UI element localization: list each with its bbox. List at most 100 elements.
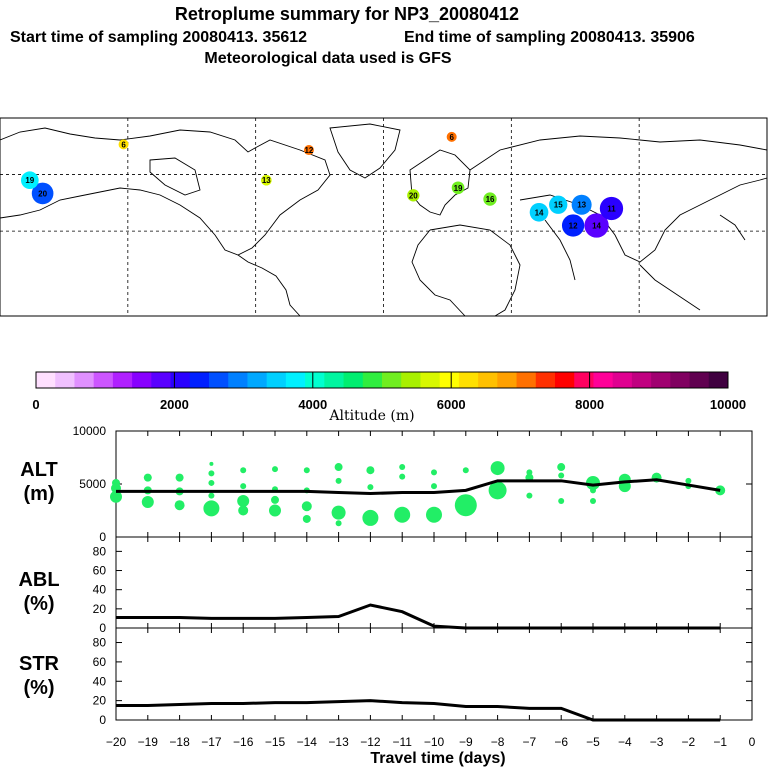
- colorbar-cell: [112, 372, 133, 388]
- colorbar-cell: [36, 372, 56, 388]
- y-tick-label: 0: [99, 621, 106, 635]
- altitude-point: [590, 487, 596, 494]
- altitude-point: [526, 469, 533, 476]
- map-marker-label: 6: [449, 133, 454, 142]
- altitude-point: [208, 470, 215, 477]
- colorbar-cell: [55, 372, 75, 388]
- map-marker-label: 15: [554, 201, 563, 210]
- panel-abl: 80 60 40 20 0: [93, 536, 753, 635]
- y-tick-label: 10000: [73, 424, 107, 438]
- colorbar-cell: [362, 372, 383, 388]
- colorbar-tick-label: 8000: [575, 397, 604, 412]
- x-tick-label: −14: [297, 735, 318, 749]
- world-map: 20 19 6 12 6 13 20 19 16 15 14 13 12 14 11: [0, 117, 768, 317]
- altitude-point: [394, 506, 411, 523]
- x-tick-label: −1: [713, 735, 727, 749]
- y-tick-label: 5000: [79, 477, 106, 491]
- map-marker-label: 14: [592, 221, 601, 230]
- figure-title: Retroplume summary for NP3_20080412: [175, 4, 519, 24]
- altitude-point: [174, 500, 185, 511]
- x-tick-label: −10: [424, 735, 445, 749]
- map-marker-label: 6: [121, 140, 126, 149]
- colorbar-tick-label: 0: [32, 397, 39, 412]
- altitude-point: [269, 504, 281, 517]
- altitude-point: [426, 506, 442, 523]
- colorbar-cell: [228, 372, 248, 388]
- colorbar-cell: [132, 372, 152, 388]
- altitude-point: [237, 494, 250, 507]
- map-marker-label: 19: [25, 176, 34, 185]
- altitude-colorbar: 0 2000 4000 6000 8000 10000 Altitude (m): [32, 371, 746, 424]
- altitude-point: [238, 505, 249, 516]
- panel-frame: [115, 627, 753, 721]
- map-marker-label: 19: [454, 184, 463, 193]
- colorbar-cell: [535, 372, 556, 388]
- map-marker-label: 13: [262, 176, 271, 185]
- map-marker: [483, 192, 497, 206]
- altitude-point: [431, 483, 437, 490]
- map-marker: [451, 181, 465, 195]
- map-marker: [20, 171, 39, 190]
- colorbar-cell: [93, 372, 114, 388]
- altitude-point: [240, 483, 247, 490]
- y-tick-label: 20: [93, 694, 107, 708]
- altitude-point: [143, 473, 152, 482]
- colorbar-tick-label: 6000: [437, 397, 466, 412]
- x-tick-label: −11: [392, 735, 412, 749]
- altitude-point: [335, 477, 342, 484]
- x-tick-label: −3: [650, 735, 664, 749]
- map-marker: [549, 195, 568, 214]
- colorbar-cell: [382, 372, 402, 388]
- colorbar-cell: [708, 372, 729, 388]
- altitude-point: [454, 494, 477, 517]
- x-tick-label: −12: [360, 735, 381, 749]
- panel-alt: 10000 5000 0: [73, 424, 753, 544]
- map-marker-layer: 20 19 6 12 6 13 20 19 16 15 14 13 12 14 11: [20, 131, 624, 238]
- altitude-point: [431, 469, 437, 476]
- alt-median-line: [116, 478, 721, 496]
- x-tick-label: −5: [586, 735, 600, 749]
- altitude-point: [558, 472, 565, 479]
- colorbar-cell: [151, 372, 172, 388]
- x-tick-label: −8: [491, 735, 505, 749]
- y-tick-label: 40: [93, 583, 107, 597]
- colorbar-title: Altitude (m): [328, 408, 414, 424]
- abl-unit-label: (%): [23, 593, 54, 615]
- colorbar-cell: [689, 372, 710, 388]
- altitude-point: [203, 500, 220, 517]
- colorbar-cell: [612, 372, 633, 388]
- y-tick-label: 40: [93, 674, 107, 688]
- map-marker-label: 14: [535, 208, 544, 217]
- x-tick-label: 0: [749, 735, 756, 749]
- str-unit-label: (%): [23, 677, 54, 699]
- met-data-label: Meteorological data used is GFS: [204, 50, 451, 67]
- altitude-point: [557, 463, 566, 472]
- colorbar-tick-label: 4000: [298, 397, 327, 412]
- colorbar-cell: [401, 372, 421, 388]
- map-marker-label: 20: [409, 191, 418, 200]
- map-marker: [446, 131, 457, 142]
- map-marker-label: 12: [569, 221, 578, 230]
- x-axis-label: Travel time (days): [370, 750, 505, 767]
- str-panel-label: STR: [19, 653, 60, 675]
- altitude-point: [685, 477, 692, 484]
- altitude-point: [488, 481, 507, 500]
- start-time-label: Start time of sampling 20080413. 35612: [10, 29, 307, 46]
- altitude-point: [302, 514, 311, 523]
- colorbar-cell: [324, 372, 345, 388]
- y-tick-label: 0: [99, 713, 106, 727]
- colorbar-tick-label: 10000: [710, 397, 746, 412]
- colorbar-cell: [247, 372, 268, 388]
- altitude-point: [462, 467, 469, 474]
- map-marker: [118, 139, 129, 150]
- altitude-point: [301, 501, 312, 512]
- x-tick-label: −2: [682, 735, 696, 749]
- str-line: [116, 699, 721, 722]
- colorbar-cell: [574, 372, 594, 388]
- colorbar-cell: [670, 372, 691, 388]
- map-graticule: [0, 118, 767, 316]
- y-tick-label: 80: [93, 636, 107, 650]
